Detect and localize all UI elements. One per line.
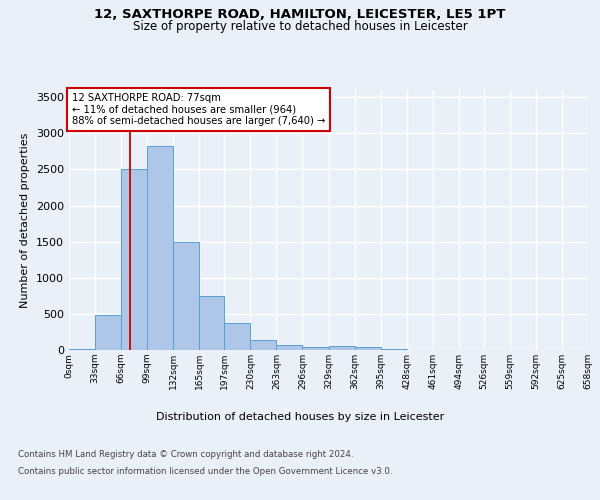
Bar [250,340,277,350]
Bar [199,296,224,350]
Text: Size of property relative to detached houses in Leicester: Size of property relative to detached ho… [133,20,467,33]
Y-axis label: Number of detached properties: Number of detached properties [20,132,31,308]
Text: 12 SAXTHORPE ROAD: 77sqm
← 11% of detached houses are smaller (964)
88% of semi-: 12 SAXTHORPE ROAD: 77sqm ← 11% of detach… [71,92,325,126]
Bar [355,348,380,350]
Bar [224,322,250,350]
Bar [329,346,355,350]
Text: 12, SAXTHORPE ROAD, HAMILTON, LEICESTER, LE5 1PT: 12, SAXTHORPE ROAD, HAMILTON, LEICESTER,… [94,8,506,20]
Bar [121,168,147,350]
Bar [147,146,173,350]
Text: Contains HM Land Registry data © Crown copyright and database right 2024.: Contains HM Land Registry data © Crown c… [18,450,353,459]
Text: Distribution of detached houses by size in Leicester: Distribution of detached houses by size … [156,412,444,422]
Bar [302,347,329,350]
Bar [277,344,302,350]
Text: Contains public sector information licensed under the Open Government Licence v3: Contains public sector information licen… [18,468,392,476]
Bar [95,316,121,350]
Bar [69,348,95,350]
Bar [380,348,407,350]
Bar [173,242,199,350]
